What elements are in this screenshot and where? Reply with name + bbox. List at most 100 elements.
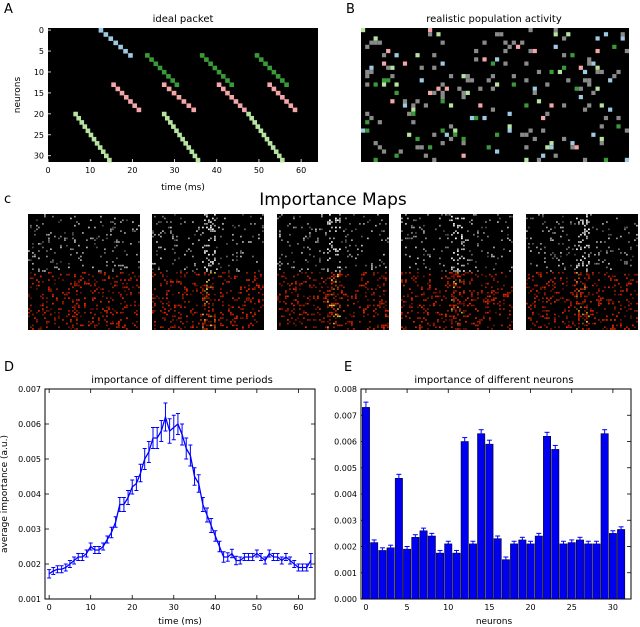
importance-pixel bbox=[212, 223, 214, 225]
importance-pixel bbox=[337, 324, 339, 327]
importance-pixel bbox=[628, 308, 630, 310]
importance-pixel bbox=[546, 272, 548, 274]
importance-pixel bbox=[206, 257, 208, 260]
importance-pixel bbox=[626, 261, 628, 263]
importance-pixel bbox=[536, 264, 538, 267]
importance-pixel bbox=[70, 217, 72, 220]
importance-pixel bbox=[379, 306, 381, 309]
importance-pixel bbox=[375, 288, 377, 290]
importance-pixel bbox=[202, 304, 204, 307]
importance-pixel bbox=[252, 235, 254, 238]
importance-pixel bbox=[586, 317, 588, 319]
importance-pixel bbox=[435, 311, 437, 314]
importance-pixel bbox=[178, 317, 180, 319]
neuron-bar bbox=[526, 543, 535, 600]
importance-pixel bbox=[503, 295, 505, 298]
importance-pixel bbox=[451, 315, 453, 318]
importance-pixel bbox=[566, 233, 568, 236]
importance-pixel bbox=[604, 259, 606, 261]
importance-pixel bbox=[327, 223, 329, 225]
importance-pixel bbox=[453, 266, 455, 269]
importance-pixel bbox=[606, 266, 608, 269]
importance-pixel bbox=[279, 261, 281, 263]
importance-pixel bbox=[602, 223, 604, 225]
importance-time-line bbox=[48, 414, 312, 575]
importance-pixel bbox=[477, 297, 479, 300]
importance-pixel bbox=[588, 293, 590, 296]
importance-pixel bbox=[206, 319, 208, 321]
importance-pixel bbox=[419, 326, 421, 329]
importance-pixel bbox=[584, 282, 586, 285]
importance-pixel bbox=[379, 277, 381, 280]
panel-a-xtick-label: 0 bbox=[45, 166, 50, 175]
importance-pixel bbox=[313, 295, 315, 298]
importance-pixel bbox=[242, 241, 244, 243]
importance-pixel bbox=[465, 239, 467, 242]
panel-e-xtick-label: 30 bbox=[608, 603, 618, 612]
importance-pixel bbox=[279, 232, 281, 234]
importance-pixel bbox=[546, 282, 548, 285]
packet-cell bbox=[107, 157, 112, 163]
importance-pixel bbox=[180, 320, 182, 323]
importance-pixel bbox=[447, 281, 449, 283]
importance-pixel bbox=[423, 291, 425, 294]
importance-pixel bbox=[451, 241, 453, 243]
importance-pixel bbox=[279, 268, 281, 271]
activity-cell bbox=[394, 153, 399, 158]
importance-pixel bbox=[66, 291, 68, 294]
importance-pixel bbox=[202, 293, 204, 296]
importance-pixel bbox=[56, 297, 58, 300]
importance-pixel bbox=[427, 253, 429, 256]
importance-pixel bbox=[168, 304, 170, 307]
importance-pixel bbox=[86, 246, 88, 249]
importance-pixel bbox=[32, 255, 34, 258]
importance-pixel bbox=[166, 270, 168, 272]
importance-pixel bbox=[347, 295, 349, 298]
importance-pixel bbox=[212, 228, 214, 231]
importance-pixel bbox=[110, 221, 112, 223]
importance-pixel bbox=[186, 288, 188, 290]
importance-pixel bbox=[630, 259, 632, 261]
importance-pixel bbox=[441, 277, 443, 280]
importance-pixel bbox=[90, 284, 92, 287]
activity-cell bbox=[411, 111, 416, 116]
importance-pixel bbox=[74, 273, 76, 276]
activity-cell bbox=[365, 128, 370, 133]
importance-pixel bbox=[387, 324, 389, 327]
importance-pixel bbox=[206, 270, 208, 272]
importance-pixel bbox=[319, 250, 321, 252]
packet-cell bbox=[233, 99, 239, 104]
importance-pixel bbox=[232, 297, 234, 300]
importance-pixel bbox=[339, 297, 341, 300]
importance-pixel bbox=[584, 233, 586, 236]
importance-pixel bbox=[349, 320, 351, 323]
importance-pixel bbox=[58, 326, 60, 329]
importance-pixel bbox=[616, 315, 618, 318]
importance-pixel bbox=[232, 313, 234, 316]
importance-pixel bbox=[38, 281, 40, 283]
importance-pixel bbox=[28, 259, 30, 261]
importance-pixel bbox=[112, 322, 114, 325]
importance-pixel bbox=[534, 304, 536, 307]
importance-pixel bbox=[44, 317, 46, 319]
importance-pixel bbox=[339, 281, 341, 283]
importance-pixel bbox=[309, 284, 311, 287]
importance-pixel bbox=[236, 255, 238, 258]
importance-pixel bbox=[554, 253, 556, 256]
importance-pixel bbox=[246, 317, 248, 319]
packet-cell bbox=[108, 36, 114, 41]
importance-pixel bbox=[40, 275, 42, 278]
importance-pixel bbox=[588, 244, 590, 247]
importance-pixel bbox=[138, 266, 140, 269]
importance-pixel bbox=[88, 226, 90, 229]
importance-pixel bbox=[588, 322, 590, 325]
importance-pixel bbox=[68, 291, 70, 294]
panel-a-ytick-label: 30 bbox=[34, 152, 44, 161]
importance-pixel bbox=[381, 261, 383, 263]
importance-pixel bbox=[610, 279, 612, 281]
importance-pixel bbox=[337, 286, 339, 289]
activity-cell bbox=[461, 136, 466, 142]
importance-pixel bbox=[106, 315, 108, 318]
panel-e-ytick-label: 0.008 bbox=[334, 385, 357, 394]
importance-pixel bbox=[461, 233, 463, 236]
